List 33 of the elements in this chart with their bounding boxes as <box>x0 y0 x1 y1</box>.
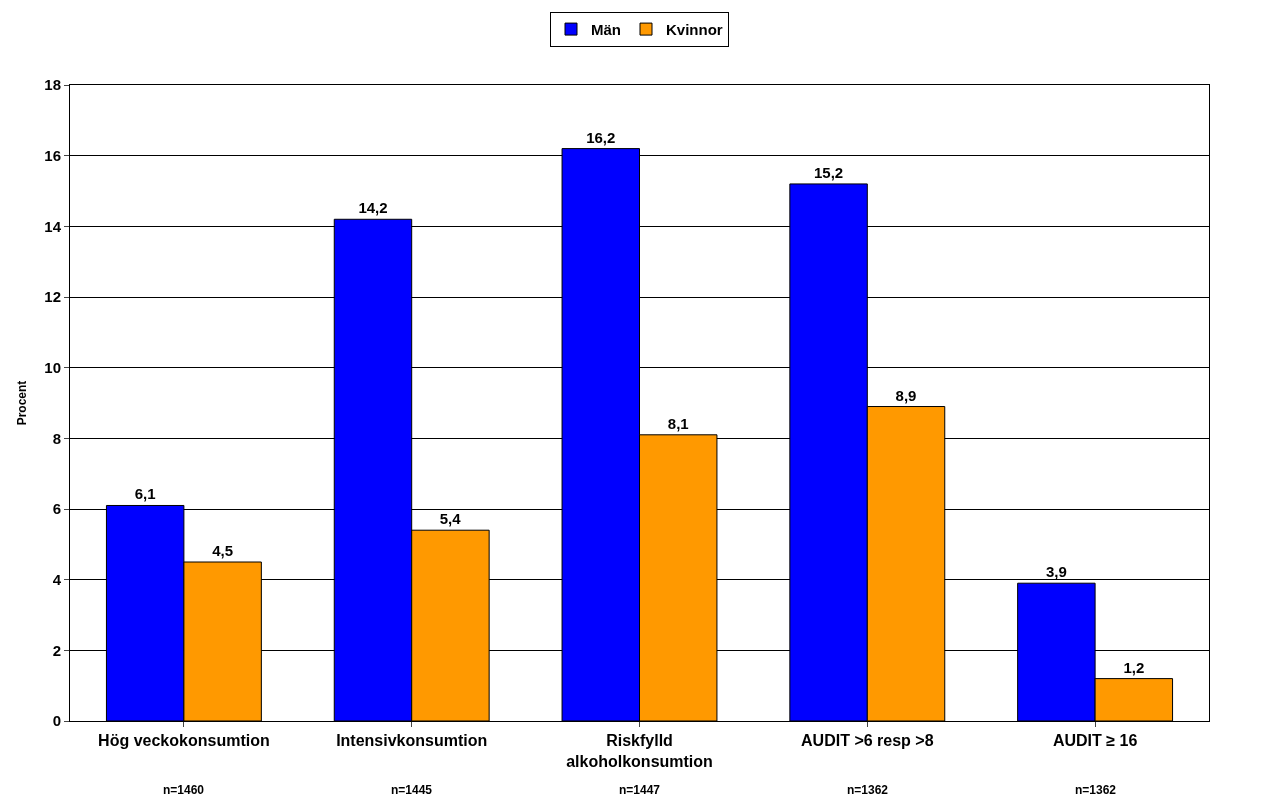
text: n=1445 <box>391 783 433 797</box>
data-label: 4,5 <box>212 542 234 559</box>
legend-label: Kvinnor <box>666 20 723 38</box>
x-tick-label: Intensivkonsumtion <box>336 732 488 750</box>
x-tick-label: Hög veckokonsumtion <box>98 732 270 750</box>
y-tick-label: 18 <box>44 76 61 94</box>
data-label: 15,2 <box>813 163 844 181</box>
y-tick-label: 4 <box>52 570 62 588</box>
y-tick-label: 8 <box>52 429 61 447</box>
y-tick-label: 12 <box>44 288 61 306</box>
y-tick-label: 14 <box>44 217 62 235</box>
data-label: 6,1 <box>134 485 156 503</box>
data-label: 8,1 <box>667 414 689 432</box>
x-tick-label: Riskfylld alkoholkonsumtion <box>566 732 713 770</box>
y-axis-title: Procent <box>14 380 29 426</box>
x-tick-label: AUDIT ≥ 16 <box>1052 732 1138 750</box>
y-tick-label: 2 <box>52 641 61 659</box>
y-tick-label: 10 <box>44 358 61 376</box>
data-label: 14,2 <box>358 199 388 217</box>
text: n=1362 <box>1075 783 1117 797</box>
data-label: 8,9 <box>895 386 917 404</box>
text: n=1460 <box>163 783 205 797</box>
y-tick-label: 16 <box>44 146 61 164</box>
text: n=1447 <box>619 783 661 797</box>
text: n=1362 <box>847 783 889 797</box>
legend-label: Män <box>591 20 621 38</box>
data-label: 16,2 <box>586 128 616 146</box>
x-tick-label: AUDIT >6 resp >8 <box>801 732 934 750</box>
data-label: 1,2 <box>1123 658 1145 676</box>
y-tick-label: 6 <box>52 500 61 518</box>
data-label: 5,4 <box>439 510 462 528</box>
y-tick-label: 0 <box>52 712 61 730</box>
data-label: 3,9 <box>1045 563 1067 581</box>
